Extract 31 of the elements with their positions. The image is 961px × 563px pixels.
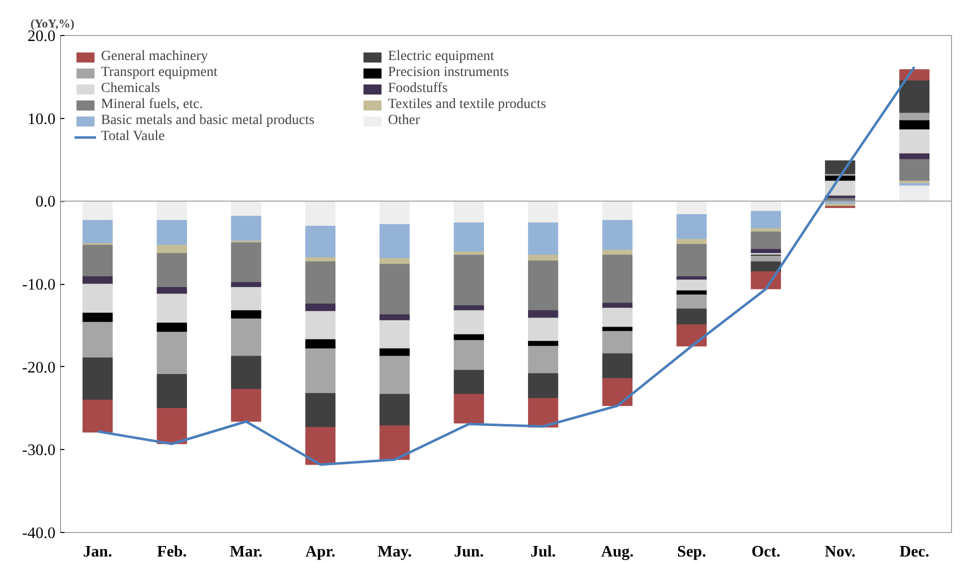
y-tick-label: -30.0 (22, 442, 56, 460)
x-tick-label: Sep. (677, 544, 706, 560)
x-tick-label: Jun. (454, 544, 484, 560)
y-tick-label: -40.0 (22, 525, 56, 542)
legend-label: Textiles and textile products (388, 97, 548, 113)
legend-label: Foodstuffs (388, 81, 449, 97)
x-tick-label: Jan. (83, 544, 112, 560)
legend-label: Precision instruments (388, 65, 510, 81)
legend-label: Basic metals and basic metal products (101, 113, 316, 129)
y-tick-label: 10.0 (28, 110, 56, 128)
y-tick-label: 20.0 (28, 28, 56, 45)
y-tick-label: -10.0 (22, 276, 56, 294)
x-tick-label: Nov. (824, 544, 856, 560)
legend-label: Other (388, 113, 421, 129)
legend-label: Electric equipment (388, 49, 496, 65)
x-tick-label: Feb. (156, 544, 187, 560)
x-tick-label: Dec. (899, 544, 930, 560)
y-tick-label: 0.0 (36, 194, 56, 211)
x-tick-label: Aug. (601, 544, 634, 560)
legend-label: General machinery (101, 49, 209, 65)
legend-label: Transport equipment (101, 65, 219, 81)
legend-label: Total Vaule (101, 129, 166, 145)
y-tick-label: -20.0 (22, 359, 56, 376)
x-tick-label: Apr. (305, 544, 336, 560)
x-tick-label: Jul. (530, 544, 556, 560)
legend-label: Chemicals (101, 81, 162, 97)
x-tick-label: May. (378, 544, 412, 560)
legend-label: Mineral fuels, etc. (101, 97, 204, 113)
y-axis-title: (YoY,%) (30, 16, 74, 30)
x-tick-label: Oct. (751, 544, 780, 560)
x-tick-label: Mar. (230, 544, 262, 560)
